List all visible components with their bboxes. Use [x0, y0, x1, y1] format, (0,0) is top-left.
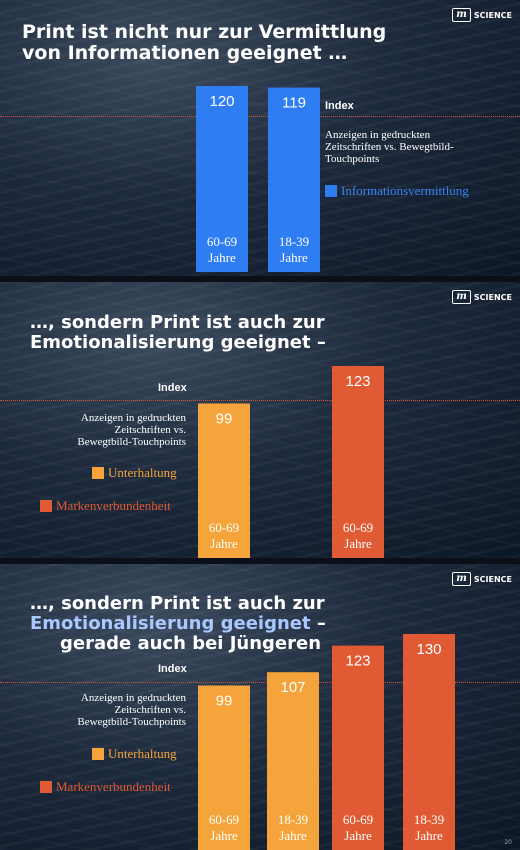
data-label: 119 [282, 95, 306, 112]
mscience-logo: m SCIENCE [452, 8, 512, 22]
logo-text: SCIENCE [473, 574, 512, 584]
title-line: Emotionalisierung geeignet – [30, 332, 326, 354]
legend-item-unterhaltung: Unterhaltung [92, 465, 177, 481]
legend-label: Unterhaltung [108, 465, 177, 480]
logo-mark: m [452, 290, 471, 304]
subtitle-line: Touchpoints [325, 153, 380, 165]
category-label: Jahre [415, 828, 443, 843]
baseline-100-line [0, 682, 520, 683]
subtitle-line: Anzeigen in gedruckten [80, 692, 186, 704]
legend-label: Markenverbundenheit [56, 498, 171, 513]
bar-unterhaltung [198, 403, 250, 558]
panel-title: Print ist nicht nur zur Vermittlung von … [22, 21, 387, 65]
category-label: 60-69 [343, 520, 373, 535]
logo-mark: m [452, 572, 471, 586]
legend-item-markenverbundenheit: Markenverbundenheit [40, 779, 171, 795]
legend-item-informationsvermittlung: Informationsvermittlung [325, 183, 469, 199]
category-label: 60-69 [209, 812, 239, 827]
legend-item-markenverbundenheit: Markenverbundenheit [40, 498, 171, 514]
category-label: Jahre [344, 536, 372, 551]
legend-label: Unterhaltung [108, 746, 177, 761]
bar-chart: 9960-69Jahre10718-39Jahre12360-69Jahre13… [198, 634, 455, 850]
bar-informationsvermittlung [268, 87, 320, 272]
category-label: 18-39 [279, 234, 309, 249]
panel-informationsvermittlung: Print ist nicht nur zur Vermittlung von … [0, 0, 520, 276]
data-label: 123 [345, 373, 370, 390]
subtitle-line: Zeitschriften vs. [325, 141, 397, 153]
panel-emotionalisierung: m SCIENCE …, sondern Print ist auch zur … [0, 282, 520, 558]
panel-divider [0, 276, 520, 282]
title-line: Print ist nicht nur zur Vermittlung [22, 21, 387, 43]
logo-text: SCIENCE [473, 10, 512, 20]
data-label: 107 [280, 679, 305, 696]
subtitle-line: Anzeigen in gedruckten [80, 412, 186, 424]
title-dash: – [316, 613, 326, 635]
category-label: Jahre [210, 536, 238, 551]
logo-mark: m [452, 8, 471, 22]
page-number: 20 [504, 839, 512, 846]
category-label: Jahre [208, 250, 236, 265]
category-label: Jahre [280, 250, 308, 265]
panel-title: …, sondern Print ist auch zur Emotionali… [30, 593, 326, 655]
title-line: …, sondern Print ist auch zur [30, 593, 325, 614]
title-line: von Informationen geeignet … [22, 42, 348, 65]
subtitle-line: Bewegtbild-Touchpoints [77, 436, 186, 448]
legend-swatch [40, 500, 52, 512]
index-label: Index [158, 382, 187, 394]
baseline-100-line [0, 116, 520, 117]
panel-divider [0, 558, 520, 564]
bar-markenverbundenheit [332, 366, 384, 558]
bar-unterhaltung [267, 672, 319, 850]
title-line: …, sondern Print ist auch zur [30, 312, 325, 333]
baseline-100-line [0, 400, 520, 401]
category-label: 60-69 [207, 234, 237, 249]
data-label: 123 [345, 653, 370, 670]
panel-title: …, sondern Print ist auch zur Emotionali… [30, 312, 326, 354]
category-label: Jahre [279, 828, 307, 843]
title-line: gerade auch bei Jüngeren [60, 633, 322, 655]
category-label: 18-39 [414, 812, 444, 827]
logo-text: SCIENCE [473, 292, 512, 302]
subtitle-line: Anzeigen in gedruckten [325, 129, 431, 141]
chart-subtitle: Anzeigen in gedruckten Zeitschriften vs.… [60, 692, 186, 728]
mscience-logo: m SCIENCE [452, 290, 512, 304]
legend-swatch [92, 467, 104, 479]
category-label: Jahre [344, 828, 372, 843]
data-label: 99 [216, 693, 233, 710]
legend-swatch [92, 748, 104, 760]
category-label: Jahre [210, 828, 238, 843]
data-label: 99 [216, 410, 233, 427]
bar-markenverbundenheit [403, 634, 455, 850]
legend-swatch [325, 185, 337, 197]
subtitle-line: Bewegtbild- [399, 141, 454, 153]
subtitle-line: Bewegtbild-Touchpoints [77, 716, 186, 728]
subtitle-line: Zeitschriften vs. [114, 704, 186, 716]
chart-subtitle: Anzeigen in gedruckten Zeitschriften vs.… [325, 129, 454, 165]
bar-informationsvermittlung [196, 86, 248, 272]
category-label: 60-69 [343, 812, 373, 827]
bar-unterhaltung [198, 685, 250, 850]
bar-markenverbundenheit [332, 645, 384, 850]
category-label: 18-39 [278, 812, 308, 827]
data-label: 120 [209, 93, 234, 110]
legend-label: Informationsvermittlung [341, 183, 469, 198]
legend-swatch [40, 781, 52, 793]
data-label: 130 [416, 641, 441, 658]
panel-emotionalisierung-juengere: m SCIENCE …, sondern Print ist auch zur … [0, 564, 520, 850]
mscience-logo: m SCIENCE [452, 572, 512, 586]
chart-subtitle: Anzeigen in gedruckten Zeitschriften vs.… [60, 412, 186, 448]
subtitle-line: Zeitschriften vs. [114, 424, 186, 436]
index-label: Index [158, 663, 187, 675]
title-highlight: Emotionalisierung geeignet [30, 613, 311, 635]
index-label: Index [325, 100, 354, 112]
legend-label: Markenverbundenheit [56, 779, 171, 794]
category-label: 60-69 [209, 520, 239, 535]
legend-item-unterhaltung: Unterhaltung [92, 746, 177, 762]
